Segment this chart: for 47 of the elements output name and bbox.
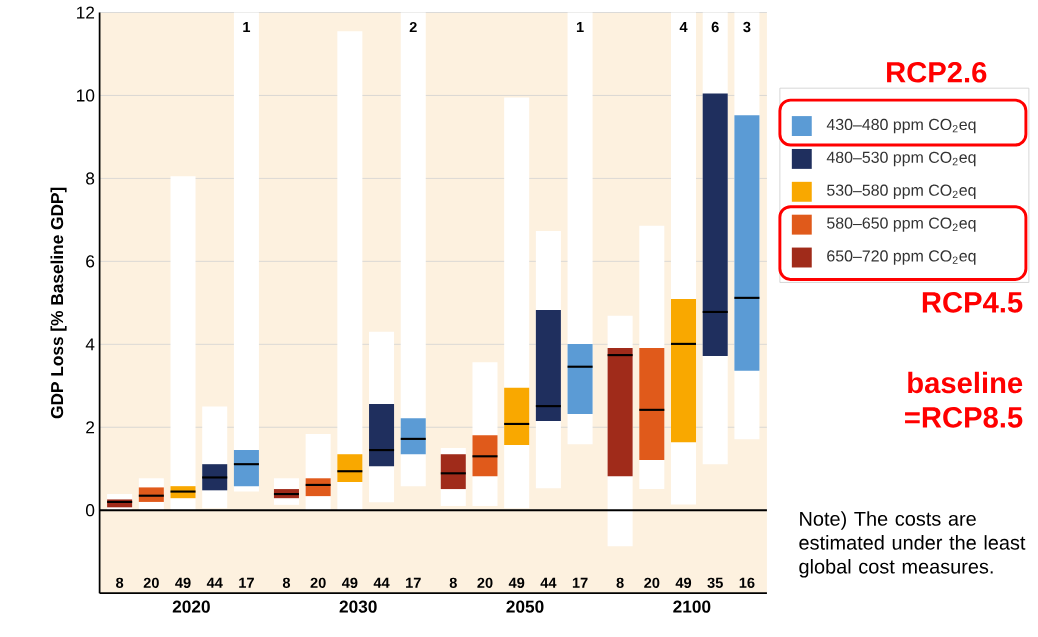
text: RCP4.5 <box>922 291 1023 313</box>
x-tick-label: 2100 <box>673 600 711 613</box>
legend-label: 650–720 ppm CO$_{2}$eq <box>827 250 976 265</box>
x-tick-label: 2030 <box>339 600 377 613</box>
annotation: 2 <box>409 21 417 33</box>
y-tick-label: 10 <box>77 89 95 102</box>
annotation: 17 <box>406 577 421 588</box>
x-tick-label: 2020 <box>172 600 210 613</box>
annotation: 49 <box>175 577 191 588</box>
y-tick-label: 12 <box>77 6 95 19</box>
annotation: 8 <box>282 577 291 588</box>
annotation: 44 <box>373 577 390 588</box>
annotation: 49 <box>341 577 358 588</box>
annotation: 44 <box>540 577 557 588</box>
text: baseline =RCP8.5 <box>905 371 1023 428</box>
annotation: 3 <box>743 21 751 33</box>
annotation: 4 <box>679 22 688 33</box>
legend-label: 530–580 ppm CO$_{2}$eq <box>827 184 976 200</box>
annotation: 49 <box>675 577 692 588</box>
y-tick-label: 2 <box>86 421 95 434</box>
annotation: 17 <box>239 577 254 588</box>
text: RCP2.6 <box>887 61 987 83</box>
annotation: 20 <box>477 577 493 588</box>
annotation: 17 <box>572 577 588 588</box>
annotation: 35 <box>707 577 723 588</box>
y-tick-label: 6 <box>86 255 95 268</box>
text: Note) The costs are estimated under the least global cost measures. <box>799 511 1026 578</box>
annotation: 6 <box>711 21 719 33</box>
legend-label: 430–480 ppm CO$_{2}$eq <box>826 118 976 134</box>
annotation: 8 <box>449 577 457 588</box>
annotation: 20 <box>644 577 660 588</box>
legend-label: 580–650 ppm CO$_{2}$eq <box>827 217 976 232</box>
annotation: 1 <box>576 22 584 33</box>
annotation: 20 <box>310 577 326 588</box>
legend-label: 480–530 ppm CO$_{2}$eq <box>826 151 976 167</box>
annotation: 8 <box>616 577 624 588</box>
annotation: 20 <box>143 577 159 588</box>
y-axis-title: GDP Loss [% Baseline GDP] <box>50 187 67 419</box>
y-tick-label: 8 <box>86 172 95 185</box>
x-tick-label: 2050 <box>506 600 544 613</box>
y-tick-label: 4 <box>85 338 95 351</box>
annotation: 8 <box>116 577 124 588</box>
annotation: 1 <box>243 22 251 33</box>
y-tick-label: 0 <box>85 504 95 517</box>
annotation: 44 <box>206 577 223 588</box>
annotation: 49 <box>508 577 525 588</box>
annotation: 16 <box>739 577 755 588</box>
